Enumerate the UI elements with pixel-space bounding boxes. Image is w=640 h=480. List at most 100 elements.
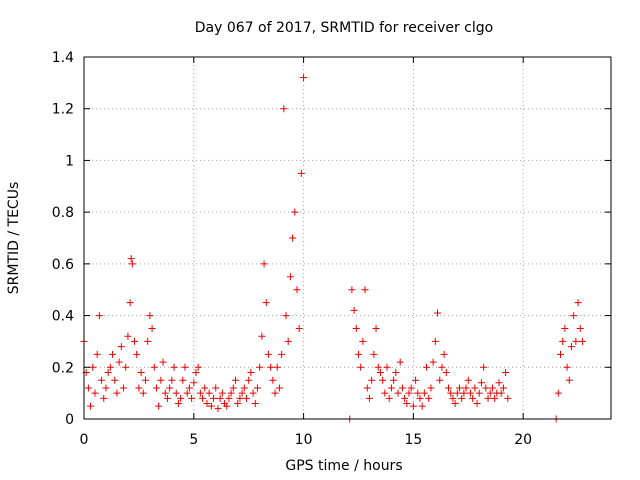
data-point: [418, 402, 426, 410]
data-point: [260, 260, 268, 268]
data-point: [104, 368, 112, 376]
data-point: [172, 389, 180, 397]
data-point: [115, 358, 123, 366]
data-point: [284, 337, 292, 345]
data-point: [414, 389, 422, 397]
data-point: [368, 376, 376, 384]
data-point: [159, 358, 167, 366]
data-point: [392, 368, 400, 376]
data-point: [471, 384, 479, 392]
plot-frame: [83, 56, 612, 420]
data-point: [148, 325, 156, 332]
data-point: [442, 368, 450, 376]
data-point: [445, 384, 453, 392]
data-point: [201, 384, 209, 392]
data-point: [565, 376, 573, 384]
data-point: [203, 399, 211, 407]
data-point: [218, 389, 226, 397]
data-point: [225, 394, 233, 402]
data-point: [133, 350, 141, 358]
data-point: [93, 350, 101, 358]
data-point: [117, 343, 125, 351]
data-point: [245, 376, 253, 384]
data-point: [374, 363, 382, 371]
data-point: [131, 337, 139, 345]
data-point: [236, 394, 244, 402]
data-point: [98, 376, 106, 384]
data-point: [150, 363, 158, 371]
data-point: [394, 389, 402, 397]
data-point: [273, 363, 281, 371]
data-point: [249, 389, 257, 397]
data-point: [289, 234, 297, 242]
data-point: [205, 389, 213, 397]
data-point: [275, 384, 283, 392]
data-point: [102, 384, 110, 392]
data-point: [488, 384, 496, 392]
data-point: [168, 376, 176, 384]
data-point: [122, 363, 130, 371]
data-point: [563, 363, 571, 371]
data-point: [170, 363, 178, 371]
data-point: [578, 337, 586, 345]
data-point: [295, 325, 303, 332]
data-point: [359, 337, 367, 345]
data-point: [174, 399, 182, 407]
data-point: [352, 325, 360, 332]
points-layer: [80, 74, 586, 423]
data-point: [396, 358, 404, 366]
x-tick-label: 10: [295, 432, 313, 448]
data-point: [480, 363, 488, 371]
data-point: [497, 389, 505, 397]
data-point: [163, 394, 171, 402]
data-point: [357, 363, 365, 371]
x-tick-labels: 0 5 10 15 20: [80, 432, 533, 448]
data-point: [473, 399, 481, 407]
data-point: [434, 309, 442, 317]
data-point: [214, 405, 222, 413]
data-point: [570, 312, 578, 320]
data-point: [401, 394, 409, 402]
data-point: [447, 389, 455, 397]
data-point: [436, 376, 444, 384]
data-point: [84, 384, 92, 392]
data-point: [495, 379, 503, 387]
data-point: [354, 350, 362, 358]
data-point: [271, 389, 279, 397]
data-point: [212, 384, 220, 392]
data-point: [365, 394, 373, 402]
data-point: [111, 376, 119, 384]
data-point: [372, 325, 380, 332]
data-point: [561, 325, 569, 332]
data-point: [238, 389, 246, 397]
data-point: [464, 376, 472, 384]
y-tick-label: 0.2: [52, 360, 74, 376]
data-point: [177, 394, 185, 402]
data-point: [385, 394, 393, 402]
data-point: [572, 337, 580, 345]
y-tick-label: 0.8: [52, 205, 74, 221]
data-point: [247, 368, 255, 376]
data-point: [405, 389, 413, 397]
data-point: [256, 363, 264, 371]
x-tick-label: 0: [80, 432, 89, 448]
data-point: [166, 384, 174, 392]
data-point: [124, 332, 132, 340]
data-point: [491, 394, 499, 402]
data-point: [363, 384, 371, 392]
data-point: [350, 306, 358, 314]
data-point: [229, 384, 237, 392]
data-point: [458, 394, 466, 402]
data-point: [240, 384, 248, 392]
data-point: [556, 350, 564, 358]
data-point: [128, 260, 136, 268]
data-point: [475, 389, 483, 397]
data-point: [574, 299, 582, 307]
data-point: [91, 389, 99, 397]
data-point: [234, 399, 242, 407]
x-tick-label: 15: [404, 432, 422, 448]
data-point: [348, 286, 356, 294]
data-point: [113, 389, 121, 397]
data-point: [157, 376, 165, 384]
data-point: [390, 376, 398, 384]
